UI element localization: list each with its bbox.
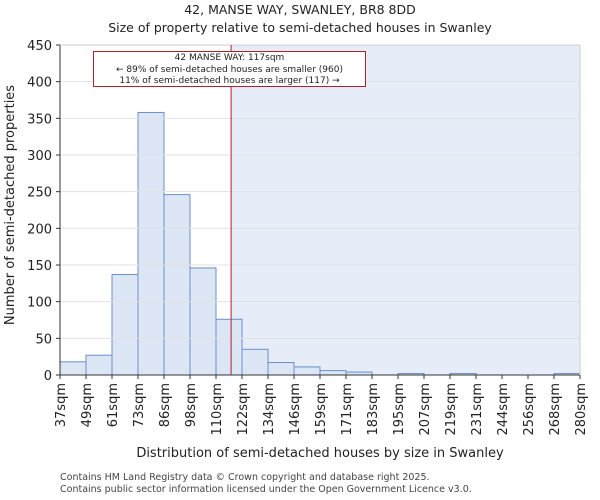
- x-tick-label: 61sqm: [106, 383, 121, 427]
- y-tick-label: 100: [27, 296, 52, 311]
- x-tick-label: 195sqm: [392, 383, 407, 436]
- histogram-bar: [137, 111, 165, 376]
- y-tick-label: 250: [27, 186, 52, 201]
- x-tick-label: 37sqm: [54, 383, 69, 427]
- histogram-bar: [111, 274, 139, 376]
- x-tick-label: 73sqm: [132, 383, 147, 427]
- footer-licence: Contains public sector information licen…: [60, 484, 472, 495]
- histogram-bar: [293, 366, 321, 376]
- x-tick-label: 244sqm: [496, 383, 511, 436]
- histogram-bar: [215, 318, 243, 376]
- x-axis-label: Distribution of semi-detached houses by …: [136, 446, 504, 461]
- x-tick-label: 122sqm: [236, 383, 251, 436]
- histogram-bar: [85, 354, 113, 376]
- x-tick-label: 134sqm: [262, 383, 277, 436]
- annotation-line-larger: 11% of semi-detached houses are larger (…: [119, 76, 340, 86]
- x-tick-label: 171sqm: [340, 383, 355, 436]
- x-tick-label: 49sqm: [80, 383, 95, 427]
- x-tick-label: 159sqm: [314, 383, 329, 436]
- y-tick-label: 350: [27, 112, 52, 127]
- annotation-line-smaller: ← 89% of semi-detached houses are smalle…: [116, 64, 343, 75]
- chart-title: Size of property relative to semi-detach…: [108, 20, 492, 35]
- x-tick-label: 219sqm: [444, 383, 459, 436]
- y-tick-label: 450: [27, 39, 52, 54]
- x-tick-label: 256sqm: [522, 383, 537, 436]
- x-tick-label: 146sqm: [288, 383, 303, 436]
- x-tick-label: 207sqm: [418, 383, 433, 436]
- x-tick-label: 280sqm: [574, 383, 589, 436]
- x-tick-label: 110sqm: [210, 383, 225, 436]
- y-tick-label: 0: [44, 369, 52, 384]
- footer-copyright: Contains HM Land Registry data © Crown c…: [60, 472, 430, 483]
- histogram-bar: [319, 370, 347, 376]
- larger-region-shade: [231, 45, 580, 375]
- x-tick-label: 98sqm: [184, 383, 199, 427]
- y-tick-label: 50: [35, 332, 52, 347]
- chart-title-address: 42, MANSE WAY, SWANLEY, BR8 8DD: [184, 2, 416, 17]
- histogram-bar: [189, 267, 217, 376]
- property-annotation-box: 42 MANSE WAY: 117sqm ← 89% of semi-detac…: [93, 51, 366, 87]
- x-tick-label: 231sqm: [470, 383, 485, 436]
- y-axis-label: Number of semi-detached properties: [3, 85, 18, 325]
- x-tick-label: 86sqm: [158, 383, 173, 427]
- y-tick-label: 150: [27, 259, 52, 274]
- x-tick-label: 268sqm: [548, 383, 563, 436]
- y-tick-label: 200: [27, 222, 52, 237]
- histogram-bar: [241, 348, 269, 376]
- annotation-line-property: 42 MANSE WAY: 117sqm: [174, 53, 285, 63]
- y-tick-label: 300: [27, 149, 52, 164]
- histogram-bar: [163, 194, 191, 376]
- histogram-bar: [59, 361, 87, 376]
- histogram-bar: [267, 362, 295, 376]
- x-tick-label: 183sqm: [366, 383, 381, 436]
- y-tick-label: 400: [27, 76, 52, 91]
